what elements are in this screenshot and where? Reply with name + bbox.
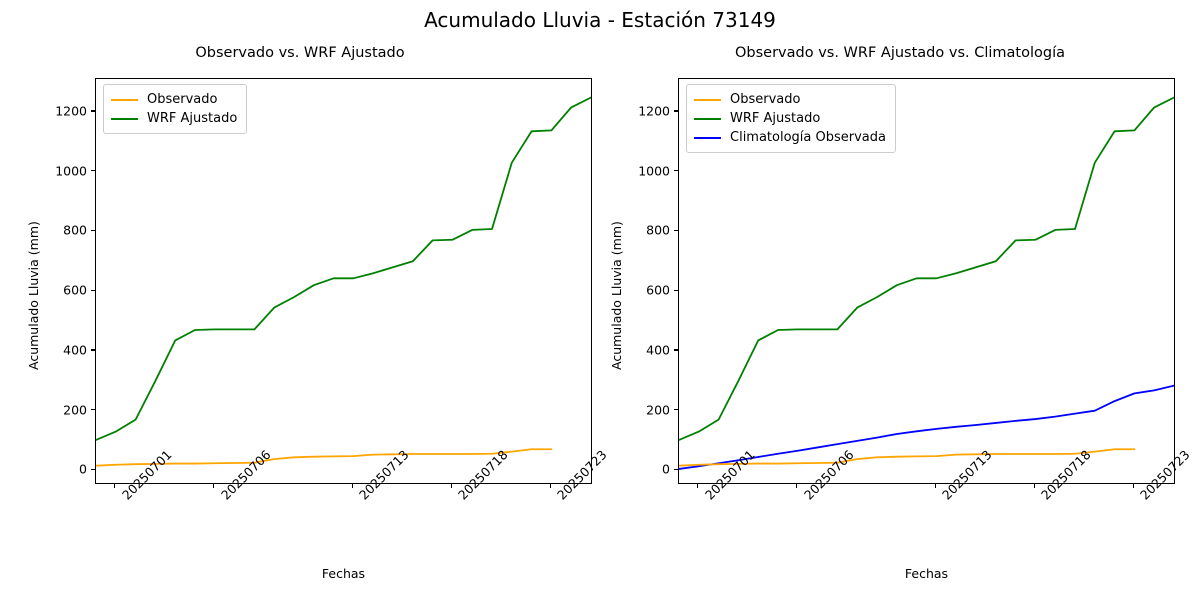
y-axis-tick-mark (91, 349, 95, 351)
x-axis-tick-mark (213, 484, 215, 488)
y-axis-tick-label: 400 (646, 342, 670, 358)
legend-line-icon (694, 117, 721, 120)
y-axis-tick-label: 600 (63, 282, 87, 298)
subplot-left-legend: Observado WRF Ajustado (103, 84, 248, 134)
y-axis-tick-mark (674, 468, 678, 471)
y-axis-tick-mark (674, 170, 678, 172)
x-axis-tick-label: 20250701 (119, 447, 175, 503)
x-axis-tick-label: 20250723 (554, 447, 610, 503)
y-axis-tick-label: 200 (63, 402, 87, 418)
y-axis-tick-label: 1000 (55, 163, 87, 179)
y-axis-tick-label: 200 (646, 402, 670, 418)
x-axis-tick-mark (934, 484, 937, 488)
x-axis-tick-label: 20250706 (801, 447, 857, 503)
x-axis-tick-mark (450, 484, 453, 488)
x-axis-tick-mark (1033, 484, 1036, 488)
y-axis-tick-label: 800 (63, 222, 87, 238)
subplot-left-plot-area (96, 96, 591, 467)
figure-suptitle: Acumulado Lluvia - Estación 73149 (424, 8, 776, 32)
subplot-left: Observado vs. WRF Ajustado Acumulado Llu… (26, 45, 610, 581)
subplot-left-title: Observado vs. WRF Ajustado (195, 45, 405, 61)
x-axis-tick-mark (1132, 484, 1135, 488)
subplot-right: Observado vs. WRF Ajustado vs. Climatolo… (600, 0, 1200, 600)
x-axis-tick-label: 20250718 (455, 447, 511, 503)
y-axis-tick-mark (674, 229, 678, 232)
x-axis-tick-mark (351, 484, 354, 488)
y-axis-tick-mark (91, 468, 95, 471)
x-axis-tick-mark (697, 484, 699, 488)
y-axis-tick-mark (674, 349, 678, 351)
y-axis-tick-label: 800 (646, 222, 670, 238)
y-axis-tick-label: 400 (63, 342, 87, 358)
y-axis-tick-mark (91, 110, 95, 112)
y-axis-tick-label: 600 (646, 282, 670, 298)
x-axis-tick-mark (549, 484, 552, 488)
y-axis-tick-label: 0 (662, 461, 670, 477)
legend-label: Observado (147, 92, 218, 107)
legend-item: Climatología Observada (694, 128, 886, 147)
y-axis-tick-mark (91, 170, 95, 172)
legend-item: WRF Ajustado (694, 109, 886, 128)
subplot-right-title: Observado vs. WRF Ajustado vs. Climatolo… (735, 45, 1065, 61)
x-axis-tick-label: 20250706 (218, 447, 274, 503)
legend-label: WRF Ajustado (730, 111, 821, 126)
legend-item: WRF Ajustado (111, 109, 237, 128)
legend-line-icon (111, 98, 138, 101)
y-axis-tick-mark (91, 229, 95, 232)
y-axis-tick-mark (674, 289, 678, 291)
y-axis-tick-mark (91, 289, 95, 291)
y-axis-tick-mark (91, 409, 95, 411)
x-axis-tick-mark (796, 484, 798, 488)
legend-label: Climatología Observada (730, 130, 886, 145)
y-axis-tick-mark (674, 409, 678, 411)
y-axis-tick-label: 0 (79, 461, 87, 477)
subplot-right-plot-area (679, 96, 1174, 470)
subplot-left-axes (95, 78, 592, 484)
y-axis-tick-mark (674, 110, 678, 112)
legend-line-icon (111, 117, 138, 120)
subplot-right-xlabel: Fechas (904, 566, 949, 581)
legend-item: Observado (111, 90, 237, 109)
x-axis-tick-label: 20250713 (356, 447, 412, 503)
y-axis-tick-label: 1000 (638, 163, 670, 179)
legend-line-icon (694, 98, 721, 101)
y-axis-tick-label: 1200 (638, 103, 670, 119)
x-axis-tick-label: 20250701 (702, 447, 758, 503)
legend-label: Observado (730, 92, 801, 107)
legend-line-icon (694, 136, 721, 139)
x-axis-tick-mark (114, 484, 116, 488)
legend-label: WRF Ajustado (147, 111, 238, 126)
legend-item: Observado (694, 90, 886, 109)
y-axis-tick-label: 1200 (55, 103, 87, 119)
x-axis-tick-label: 20250718 (1038, 447, 1094, 503)
subplot-right-legend: Observado WRF Ajustado Climatología Obse… (686, 84, 896, 153)
x-axis-tick-label: 20250713 (939, 447, 995, 503)
subplot-left-xlabel: Fechas (321, 566, 366, 581)
x-axis-tick-label: 20250723 (1137, 447, 1193, 503)
